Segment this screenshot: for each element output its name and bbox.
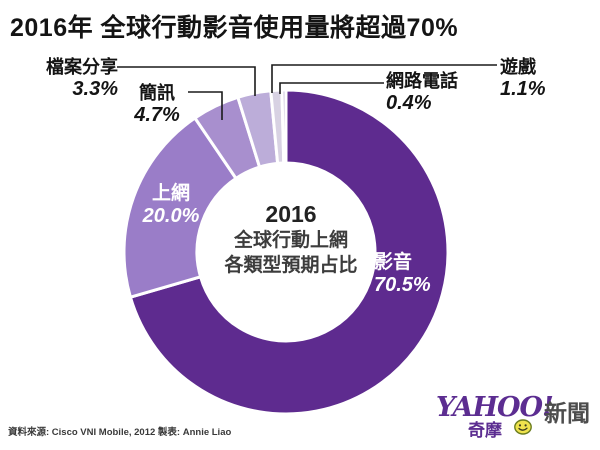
label-file-sharing-name: 檔案分享 (46, 57, 118, 77)
label-voip: 網路電話 0.4% (386, 70, 481, 114)
leader-line-sms (188, 91, 223, 120)
pie-slice-影音 (128, 88, 450, 416)
label-internet: 上網 20.0% (134, 182, 208, 228)
label-voip-name: 網路電話 (386, 71, 458, 91)
label-file-sharing-pct: 3.3% (72, 78, 118, 100)
yahoo-wordmark: YAHOO! (436, 392, 554, 423)
label-sms-name: 簡訊 (139, 83, 175, 103)
pie-slice-上網 (122, 116, 238, 299)
news-wordmark: 新聞 (544, 400, 590, 426)
yahoo-news-logo: YAHOO! 奇摩 新聞 (430, 390, 595, 445)
kimo-wordmark: 奇摩 (468, 421, 502, 440)
chart-title: 2016年 全球行動影音使用量將超過70% (10, 14, 459, 42)
pie-slices (122, 88, 450, 416)
label-video: 影音 70.5% (374, 251, 454, 297)
label-file-sharing: 檔案分享 3.3% (28, 56, 118, 100)
label-video-name: 影音 (374, 252, 413, 273)
label-gaming-name: 遊戲 (500, 57, 536, 77)
leader-lines (117, 64, 497, 120)
pie-slice-網路電話 (280, 88, 288, 165)
leader-line-gaming (271, 64, 497, 93)
center-subtitle: 全球行動上網 (233, 230, 348, 251)
donut-center-label: 2016 全球行動上網 各類型預期占比 (201, 200, 381, 278)
label-gaming: 遊戲 1.1% (500, 56, 560, 100)
leader-line-file-sharing (117, 66, 256, 96)
leader-line-voip (279, 82, 384, 94)
center-year: 2016 (265, 201, 317, 227)
label-gaming-pct: 1.1% (500, 78, 546, 100)
label-sms: 簡訊 4.7% (126, 82, 188, 126)
label-video-pct: 70.5% (374, 274, 431, 296)
label-sms-pct: 4.7% (134, 104, 180, 126)
label-internet-name: 上網 (151, 183, 190, 204)
smiley-icon (514, 419, 532, 435)
label-voip-pct: 0.4% (386, 92, 432, 114)
source-credit: 資料來源: Cisco VNI Mobile, 2012 製表: Annie L… (8, 427, 232, 438)
label-internet-pct: 20.0% (142, 205, 200, 227)
center-subtitle-2: 各類型預期占比 (224, 255, 358, 276)
